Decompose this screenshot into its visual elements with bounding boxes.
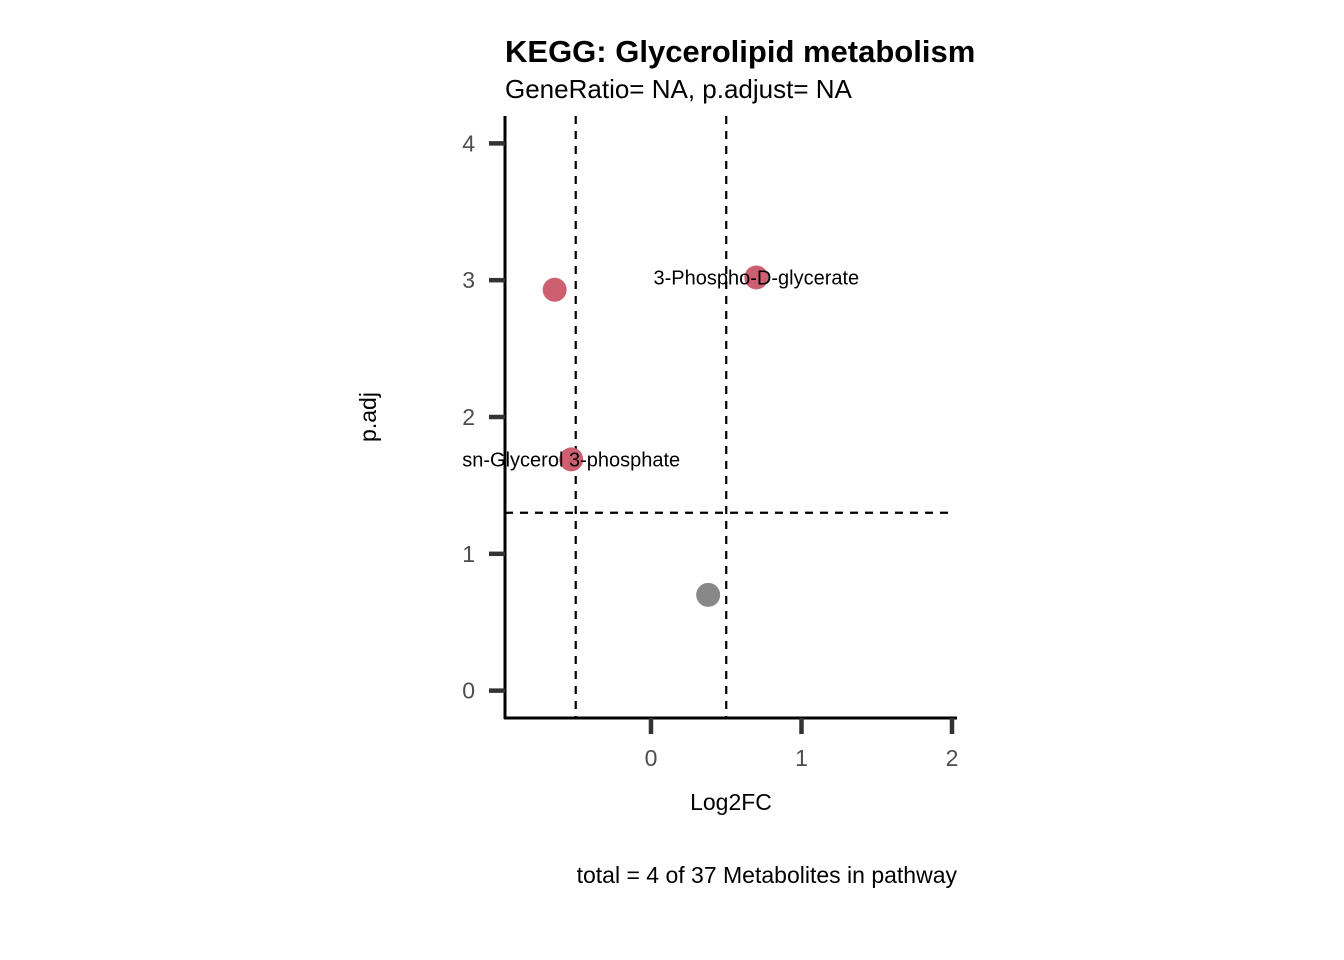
x-axis-title: Log2FC	[690, 789, 772, 815]
point-label: sn-Glycerol 3-phosphate	[462, 449, 680, 471]
x-axis-ticks: 0 1 2	[645, 718, 959, 771]
y-axis-title: p.adj	[355, 392, 381, 442]
data-point	[696, 582, 721, 607]
chart-caption: total = 4 of 37 Metabolites in pathway	[577, 862, 958, 888]
reference-lines	[505, 116, 950, 718]
data-point	[542, 277, 567, 302]
chart-subtitle: GeneRatio= NA, p.adjust= NA	[505, 74, 853, 104]
x-tick-label: 1	[795, 745, 808, 771]
y-axis-ticks: 0 1 2 3 4	[462, 130, 505, 704]
y-tick-label: 4	[462, 130, 475, 156]
y-tick-label: 0	[462, 678, 475, 704]
data-points	[542, 265, 769, 607]
point-labels: 3-Phospho-D-glycerate sn-Glycerol 3-phosp…	[462, 267, 859, 471]
y-tick-label: 3	[462, 267, 475, 293]
data-point	[744, 265, 769, 290]
axes	[503, 116, 957, 720]
x-tick-label: 0	[645, 745, 658, 771]
data-point	[559, 447, 584, 472]
y-tick-label: 1	[462, 541, 475, 567]
y-tick-label: 2	[462, 404, 475, 430]
chart-title: KEGG: Glycerolipid metabolism	[505, 34, 975, 69]
point-label: 3-Phospho-D-glycerate	[654, 267, 860, 289]
x-tick-label: 2	[946, 745, 959, 771]
